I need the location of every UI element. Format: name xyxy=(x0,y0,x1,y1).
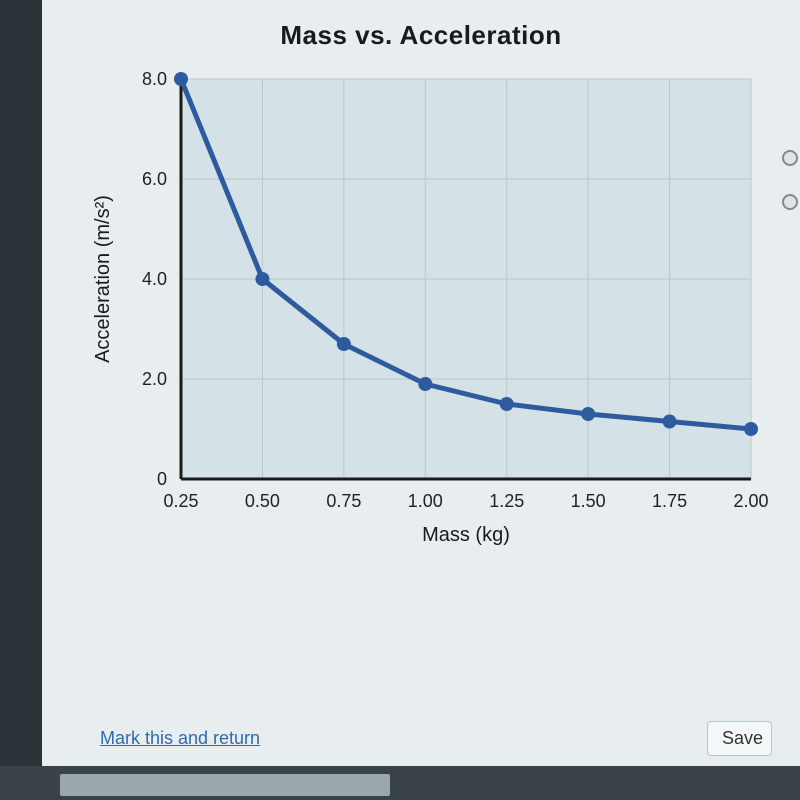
footer-row: Mark this and return Save xyxy=(42,721,800,756)
svg-text:1.50: 1.50 xyxy=(571,491,606,511)
content-panel: Mass vs. Acceleration 0.25 0.50 0.75 1.00 1.… xyxy=(42,0,800,800)
chart-title: Mass vs. Acceleration xyxy=(61,20,781,51)
mark-return-link[interactable]: Mark this and return xyxy=(100,728,260,749)
svg-text:6.0: 6.0 xyxy=(142,169,167,189)
svg-text:1.00: 1.00 xyxy=(408,491,443,511)
svg-text:0.50: 0.50 xyxy=(245,491,280,511)
svg-text:Acceleration (m/s²): Acceleration (m/s²) xyxy=(92,195,114,363)
chart-container: Mass vs. Acceleration 0.25 0.50 0.75 1.00 1.… xyxy=(61,20,781,580)
svg-text:1.75: 1.75 xyxy=(652,491,687,511)
cropped-options xyxy=(782,150,800,230)
svg-text:2.0: 2.0 xyxy=(142,369,167,389)
svg-text:1.25: 1.25 xyxy=(489,491,524,511)
save-button[interactable]: Save xyxy=(707,721,772,756)
svg-text:2.00: 2.00 xyxy=(733,491,768,511)
radio-option-partial[interactable] xyxy=(782,150,798,166)
svg-text:0.25: 0.25 xyxy=(163,491,198,511)
mass-vs-acceleration-chart: 0.25 0.50 0.75 1.00 1.25 1.50 1.75 2.00 0 2.0 4.0 6… xyxy=(71,69,771,569)
svg-text:Mass (kg): Mass (kg) xyxy=(422,524,510,546)
svg-text:4.0: 4.0 xyxy=(142,269,167,289)
radio-option-partial[interactable] xyxy=(782,194,798,210)
dark-sidebar xyxy=(0,0,42,800)
svg-text:8.0: 8.0 xyxy=(142,69,167,89)
svg-text:0.75: 0.75 xyxy=(326,491,361,511)
svg-text:0: 0 xyxy=(157,469,167,489)
status-text-blur xyxy=(60,774,390,796)
